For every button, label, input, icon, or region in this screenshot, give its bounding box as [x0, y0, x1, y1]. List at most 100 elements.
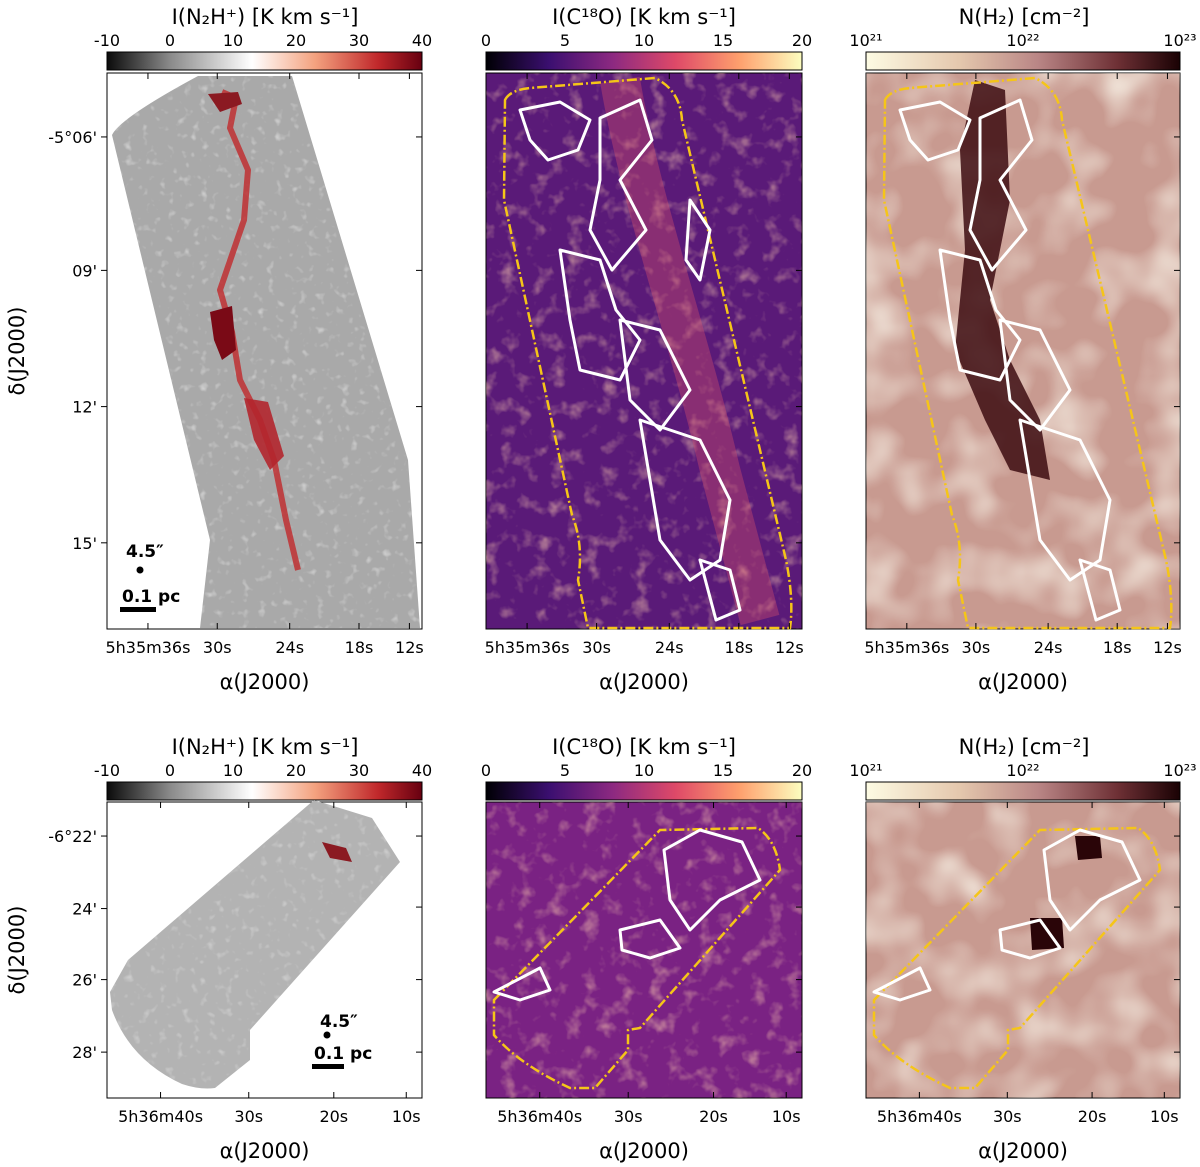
colorbar-title: N(H₂) [cm⁻²]	[959, 5, 1090, 29]
x-tick-label: 24s	[275, 638, 304, 657]
colorbar-tick-label: 30	[349, 761, 369, 780]
colorbar-title: N(H₂) [cm⁻²]	[959, 735, 1090, 759]
beam-and-scalebar: 4.5″ 0.1 pc	[120, 542, 180, 612]
x-tick-label: 24s	[1034, 638, 1063, 657]
scale-bar	[312, 1064, 344, 1069]
panel-c18o-top: I(C¹⁸O) [K km s⁻¹] 0 5 10 15 20 5h35m36s 30s 2…	[481, 5, 812, 694]
panel-c18o-bottom: I(C¹⁸O) [K km s⁻¹] 0 5 10 15 20 5h36m40s 30s 2…	[481, 735, 812, 1163]
colorbar-tick-label: -10	[94, 31, 120, 50]
x-tick-label: 5h35m36s	[485, 638, 570, 657]
x-tick-label: 5h36m40s	[877, 1107, 962, 1126]
map-texture	[486, 73, 802, 629]
colorbar-ticks: 0 5 10 15 20	[481, 761, 812, 780]
x-axis-label: α(J2000)	[599, 670, 689, 694]
coverage-outline	[492, 826, 782, 1090]
colorbar-ticks: 0 5 10 15 20	[481, 31, 812, 50]
colorbar	[865, 51, 1181, 71]
emission-peak-south	[244, 398, 284, 470]
x-axis-label: α(J2000)	[220, 1139, 310, 1163]
colorbar-tick-label: 0	[165, 761, 175, 780]
colorbar-tick-label: 30	[349, 31, 369, 50]
colorbar-tick-label: 40	[412, 31, 432, 50]
colorbar-tick-label: 10	[223, 761, 243, 780]
x-tick-label: 20s	[699, 1107, 728, 1126]
colorbar-tick-label: 5	[560, 761, 570, 780]
scale-label: 0.1 pc	[122, 587, 180, 607]
colorbar-ticks: -10 0 10 20 30 40	[94, 31, 432, 50]
colorbar-ticks: 10²¹ 10²² 10²³	[849, 31, 1196, 50]
y-tick-label: 09'	[72, 261, 97, 280]
colorbar-tick-label: 10	[634, 31, 654, 50]
x-tick-label: 5h36m40s	[497, 1107, 582, 1126]
colorbar	[106, 51, 423, 71]
x-tick-label: 30s	[993, 1107, 1022, 1126]
dense-core-north	[1075, 836, 1102, 860]
panel-n2h-top: I(N₂H⁺) [K km s⁻¹] -10 0 10 20 30 40 4.5″ 0.1…	[5, 5, 432, 694]
y-tick-label: 12'	[72, 398, 97, 417]
map-texture	[866, 73, 1180, 629]
colorbar-tick-label: 10	[634, 761, 654, 780]
colorbar-tick-label: 15	[713, 31, 733, 50]
x-tick-label: 12s	[775, 638, 804, 657]
c18o-ridge	[600, 76, 780, 626]
scale-label: 0.1 pc	[314, 1044, 372, 1064]
colorbar-title: I(C¹⁸O) [K km s⁻¹]	[552, 5, 736, 29]
colorbar-tick-label: 10²³	[1163, 31, 1196, 50]
colorbar-tick-label: 10	[223, 31, 243, 50]
colorbar-tick-label: 40	[412, 761, 432, 780]
y-axis-label: δ(J2000)	[5, 307, 29, 396]
x-tick-label: 30s	[582, 638, 611, 657]
n2h-contours	[518, 98, 742, 622]
colorbar-ticks: -10 0 10 20 30 40	[94, 761, 432, 780]
colorbar-tick-label: 0	[165, 31, 175, 50]
x-tick-label: 5h36m40s	[118, 1107, 203, 1126]
axes: 5h35m36s 30s 24s 18s 12s α(J2000)	[485, 73, 804, 694]
x-tick-label: 30s	[203, 638, 232, 657]
panel-nh2-top: N(H₂) [cm⁻²] 10²¹ 10²² 10²³ 5h35m36s 30s 24s…	[849, 5, 1196, 694]
n2h-contours	[898, 98, 1122, 622]
emission-peak	[322, 842, 352, 862]
x-tick-label: 20s	[319, 1107, 348, 1126]
x-tick-label: 10s	[772, 1107, 801, 1126]
colorbar-tick-label: 0	[481, 31, 491, 50]
axes: 5h36m40s 30s 20s 10s α(J2000)	[877, 802, 1180, 1163]
x-tick-label: 10s	[392, 1107, 421, 1126]
map-texture	[866, 802, 1180, 1098]
y-tick-label: -6°22'	[48, 827, 97, 846]
axes: 5h36m40s 30s 20s 10s α(J2000) -6°22' 24' 26' 28'…	[5, 802, 422, 1163]
x-tick-label: 24s	[655, 638, 684, 657]
colorbar-ticks: 10²¹ 10²² 10²³	[849, 761, 1196, 780]
x-axis-label: α(J2000)	[599, 1139, 689, 1163]
colorbar	[865, 781, 1181, 801]
colorbar	[485, 781, 803, 801]
x-tick-label: 18s	[1103, 638, 1132, 657]
beam-marker	[136, 566, 144, 574]
x-axis-label: α(J2000)	[220, 670, 310, 694]
beam-marker	[323, 1031, 331, 1039]
x-tick-label: 5h35m36s	[864, 638, 949, 657]
y-tick-label: 28'	[72, 1043, 97, 1062]
x-tick-label: 20s	[1078, 1107, 1107, 1126]
colorbar-title: I(N₂H⁺) [K km s⁻¹]	[172, 5, 359, 29]
x-tick-label: 5h35m36s	[105, 638, 190, 657]
panel-nh2-bottom: N(H₂) [cm⁻²] 10²¹ 10²² 10²³ 5h36m40s 30s 20s…	[849, 735, 1196, 1163]
x-tick-label: 12s	[1153, 638, 1182, 657]
axes: 5h35m36s 30s 24s 18s 12s α(J2000)	[864, 73, 1182, 694]
axes: 5h35m36s 30s 24s 18s 12s α(J2000) -5°06' 09' 12'…	[5, 73, 424, 694]
n2h-contours	[872, 828, 1142, 1002]
beam-label: 4.5″	[320, 1012, 358, 1032]
n2h-contours	[492, 828, 762, 1002]
emission-peak-north	[208, 92, 242, 112]
colorbar-tick-label: 15	[713, 761, 733, 780]
coverage-outline	[882, 76, 1173, 630]
y-tick-label: 24'	[72, 900, 97, 919]
beam-label: 4.5″	[126, 542, 164, 562]
colorbar-tick-label: 20	[792, 761, 812, 780]
y-tick-label: -5°06'	[48, 128, 97, 147]
x-axis-label: α(J2000)	[978, 1139, 1068, 1163]
colorbar-tick-label: 5	[560, 31, 570, 50]
y-tick-label: 26'	[72, 971, 97, 990]
x-tick-label: 30s	[234, 1107, 263, 1126]
x-tick-label: 12s	[395, 638, 424, 657]
